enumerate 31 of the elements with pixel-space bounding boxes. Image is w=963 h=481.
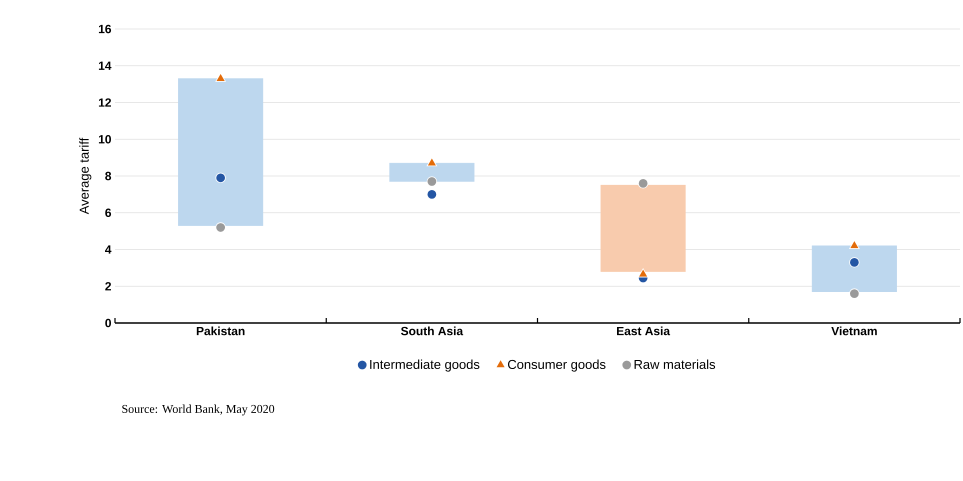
x-tick-label: East Asia: [617, 326, 670, 336]
y-tick-label: 10: [98, 135, 111, 144]
y-tick-label: 14: [98, 62, 112, 70]
point: [426, 189, 438, 200]
point: [849, 257, 860, 268]
source-note: Source: World Bank, May 2020: [122, 404, 274, 416]
y-tick-label: 8: [105, 172, 112, 180]
point: [638, 178, 648, 189]
y-tick-label: 12: [98, 98, 111, 107]
y-axis-title: Average tariff: [79, 138, 92, 214]
y-tick-label: 4: [105, 245, 112, 254]
y-tick-label: 2: [105, 282, 112, 290]
point: [215, 72, 226, 82]
legend-label: Intermediate goods: [370, 360, 480, 372]
point: [215, 222, 226, 233]
y-tick-label: 16: [98, 24, 112, 34]
legend-label: Raw materials: [634, 360, 716, 370]
point: [426, 157, 438, 166]
point: [849, 288, 860, 299]
x-tick-label: South Asia: [401, 326, 464, 336]
legend-label: Consumer goods: [508, 360, 606, 372]
y-tick-label: 6: [105, 208, 112, 217]
x-tick-label: Vietnam: [831, 326, 877, 336]
x-tick-label: Pakistan: [196, 326, 244, 336]
bar: [812, 246, 897, 292]
point: [215, 172, 226, 184]
bar: [600, 184, 686, 272]
bar: [389, 162, 474, 182]
point: [426, 176, 438, 187]
bar: [178, 78, 264, 226]
y-tick-label: 0: [105, 318, 111, 328]
